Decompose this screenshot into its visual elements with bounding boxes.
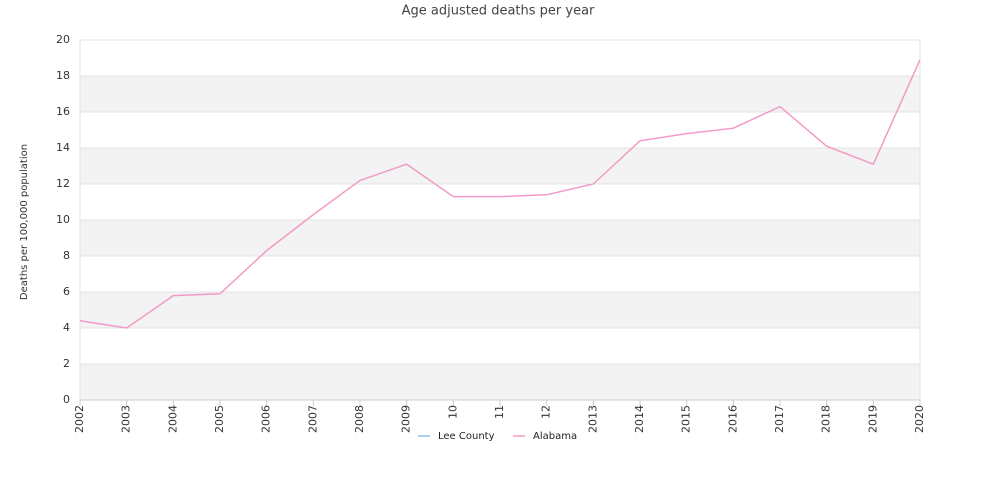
y-tick-label: 6 [63, 285, 70, 298]
grid-band [80, 292, 920, 328]
x-tick-label: 2013 [586, 405, 599, 433]
y-tick-label: 20 [56, 33, 70, 46]
x-tick-label: 2007 [306, 405, 319, 433]
y-tick-label: 8 [63, 249, 70, 262]
x-tick-label: 12 [540, 405, 553, 419]
y-axis-label: Deaths per 100,000 population [19, 144, 30, 300]
x-tick-label: 2016 [726, 405, 739, 433]
x-tick-label: 2005 [213, 405, 226, 433]
x-tick-label: 2018 [820, 405, 833, 433]
y-tick-label: 4 [63, 321, 70, 334]
x-tick-label: 2014 [633, 405, 646, 433]
x-tick-label: 2003 [120, 405, 133, 433]
x-tick-label: 11 [493, 405, 506, 419]
y-tick-label: 18 [56, 69, 70, 82]
grid-band [80, 76, 920, 112]
legend-label: Alabama [533, 431, 577, 442]
x-tick-label: 2009 [400, 405, 413, 433]
y-tick-label: 16 [56, 105, 70, 118]
y-tick-label: 12 [56, 177, 70, 190]
y-tick-label: 2 [63, 357, 70, 370]
series-line [79, 59, 921, 329]
y-tick-label: 14 [56, 141, 70, 154]
x-tick-label: 2020 [913, 405, 926, 433]
x-tick-label: 2008 [353, 405, 366, 433]
y-tick-label: 10 [56, 213, 70, 226]
x-tick-label: 2017 [773, 405, 786, 433]
x-tick-label: 2019 [866, 405, 879, 433]
grid-band [80, 220, 920, 256]
y-tick-label: 0 [63, 393, 70, 406]
x-tick-label: 10 [446, 405, 459, 419]
chart-title: Age adjusted deaths per year [402, 4, 595, 19]
grid-band [80, 364, 920, 400]
x-tick-label: 2015 [680, 405, 693, 433]
grid-band [80, 148, 920, 184]
x-tick-label: 2004 [166, 405, 179, 433]
x-tick-label: 2006 [260, 405, 273, 433]
x-tick-label: 2002 [73, 405, 86, 433]
legend-label: Lee County [438, 431, 495, 442]
